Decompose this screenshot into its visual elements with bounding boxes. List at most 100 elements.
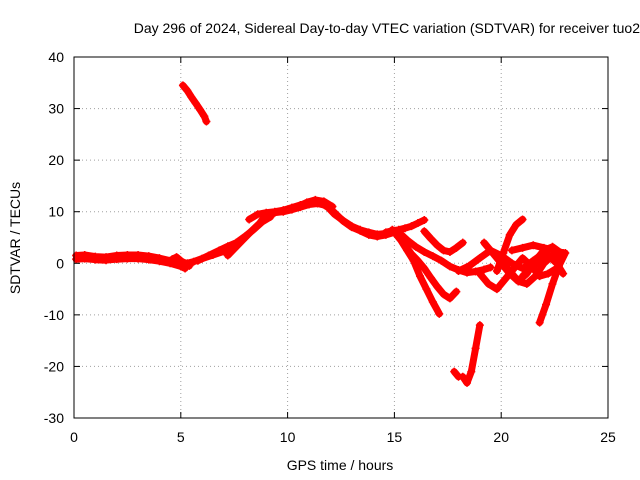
data-point xyxy=(544,269,553,278)
data-point xyxy=(388,225,397,234)
data-point xyxy=(356,226,365,235)
data-point xyxy=(557,254,566,263)
data-point xyxy=(480,265,489,274)
data-point xyxy=(544,251,553,260)
data-point xyxy=(542,300,551,309)
data-point xyxy=(144,255,153,264)
data-point xyxy=(347,223,356,232)
series-layer xyxy=(72,81,570,387)
data-point xyxy=(507,246,516,255)
series-arc-b xyxy=(72,254,190,273)
series-arc-p xyxy=(458,321,484,387)
data-point xyxy=(91,255,100,264)
data-point xyxy=(512,220,521,229)
data-point xyxy=(168,255,177,264)
data-point xyxy=(172,253,181,262)
data-point xyxy=(183,86,192,95)
series-arc-o xyxy=(420,227,467,256)
series-arc-y xyxy=(518,251,568,281)
data-point xyxy=(535,256,544,265)
x-tick-label: 5 xyxy=(177,429,185,445)
data-point xyxy=(433,282,442,291)
data-point xyxy=(499,248,508,257)
data-point xyxy=(527,264,536,273)
data-point xyxy=(255,219,264,228)
y-tick-label: 0 xyxy=(56,255,64,271)
x-tick-label: 20 xyxy=(493,429,509,445)
data-point xyxy=(112,255,121,264)
data-point xyxy=(134,254,143,263)
data-point xyxy=(294,202,303,211)
data-point xyxy=(373,232,382,241)
x-axis-label: GPS time / hours xyxy=(287,457,394,473)
data-point xyxy=(548,279,557,288)
chart-title: Day 296 of 2024, Sidereal Day-to-day VTE… xyxy=(134,20,640,36)
data-point xyxy=(475,254,484,263)
data-point xyxy=(270,208,279,217)
data-point xyxy=(230,244,239,253)
series-arc-d xyxy=(178,81,211,126)
data-point xyxy=(302,198,311,207)
data-point xyxy=(279,207,288,216)
series-arc-g xyxy=(223,210,271,260)
data-point xyxy=(330,208,339,217)
data-point xyxy=(262,212,271,221)
data-point xyxy=(475,269,484,278)
series-arc-k xyxy=(381,215,429,237)
series-arc-n xyxy=(394,228,495,277)
data-point xyxy=(238,236,247,245)
data-point xyxy=(433,241,442,250)
data-point xyxy=(535,318,544,327)
data-point xyxy=(420,227,429,236)
data-point xyxy=(514,277,523,286)
y-tick-label: 30 xyxy=(48,101,64,117)
data-point xyxy=(484,279,493,288)
plot-frame xyxy=(73,56,609,419)
data-point xyxy=(287,205,296,214)
data-point xyxy=(416,272,425,281)
data-point xyxy=(394,228,403,237)
data-point xyxy=(505,230,514,239)
data-point xyxy=(480,238,489,247)
data-point xyxy=(552,259,561,268)
data-point xyxy=(215,246,224,255)
y-tick-label: 10 xyxy=(48,204,64,220)
data-point xyxy=(486,263,495,272)
data-point xyxy=(435,309,444,318)
data-point xyxy=(422,285,431,294)
y-tick-label: 40 xyxy=(48,49,64,65)
data-point xyxy=(80,254,89,263)
data-point xyxy=(328,202,337,211)
data-point xyxy=(223,242,232,251)
data-point xyxy=(529,241,538,250)
data-point xyxy=(492,267,501,276)
data-point xyxy=(518,272,527,281)
y-tick-label: -30 xyxy=(44,410,64,426)
data-point xyxy=(518,264,527,273)
data-point xyxy=(518,215,527,224)
data-point xyxy=(488,248,497,257)
data-point xyxy=(187,93,196,102)
y-tick-label: -20 xyxy=(44,358,64,374)
data-point xyxy=(531,272,540,281)
data-point xyxy=(364,230,373,239)
series-trail xyxy=(519,252,567,280)
series-trail xyxy=(476,254,561,293)
data-point xyxy=(155,257,164,266)
data-point xyxy=(202,117,211,126)
data-point xyxy=(497,256,506,265)
data-point xyxy=(445,294,454,303)
data-point xyxy=(454,267,463,276)
data-point xyxy=(102,256,111,265)
data-point xyxy=(413,256,422,265)
data-point xyxy=(450,367,459,376)
data-point xyxy=(463,378,472,387)
data-point xyxy=(176,256,185,265)
data-point xyxy=(445,262,454,271)
grid-layer xyxy=(74,57,608,418)
data-point xyxy=(454,372,463,381)
data-point xyxy=(428,252,437,261)
data-point xyxy=(420,215,429,224)
data-point xyxy=(72,255,81,264)
